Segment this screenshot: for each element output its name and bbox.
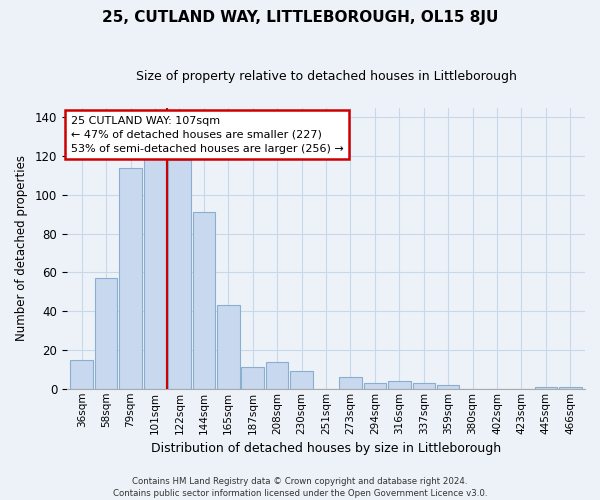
Bar <box>241 368 264 389</box>
Bar <box>339 377 362 389</box>
Bar <box>217 306 239 389</box>
X-axis label: Distribution of detached houses by size in Littleborough: Distribution of detached houses by size … <box>151 442 501 455</box>
Y-axis label: Number of detached properties: Number of detached properties <box>15 156 28 342</box>
Bar <box>266 362 289 389</box>
Text: 25 CUTLAND WAY: 107sqm
← 47% of detached houses are smaller (227)
53% of semi-de: 25 CUTLAND WAY: 107sqm ← 47% of detached… <box>71 116 343 154</box>
Bar <box>70 360 93 389</box>
Bar <box>559 387 581 389</box>
Bar <box>193 212 215 389</box>
Bar <box>168 160 191 389</box>
Bar <box>437 385 460 389</box>
Bar <box>364 383 386 389</box>
Bar <box>388 381 410 389</box>
Text: 25, CUTLAND WAY, LITTLEBOROUGH, OL15 8JU: 25, CUTLAND WAY, LITTLEBOROUGH, OL15 8JU <box>102 10 498 25</box>
Bar <box>144 158 166 389</box>
Bar <box>119 168 142 389</box>
Title: Size of property relative to detached houses in Littleborough: Size of property relative to detached ho… <box>136 70 517 83</box>
Bar <box>413 383 435 389</box>
Text: Contains HM Land Registry data © Crown copyright and database right 2024.
Contai: Contains HM Land Registry data © Crown c… <box>113 476 487 498</box>
Bar <box>535 387 557 389</box>
Bar <box>95 278 118 389</box>
Bar <box>290 372 313 389</box>
